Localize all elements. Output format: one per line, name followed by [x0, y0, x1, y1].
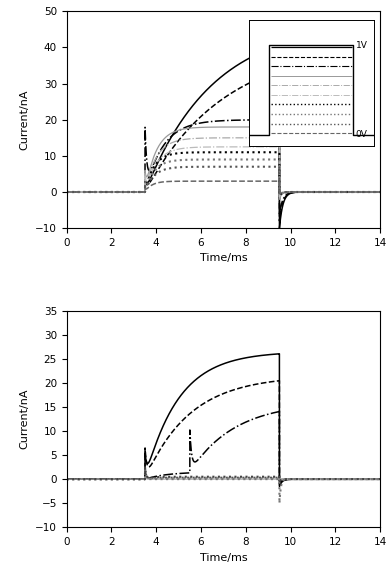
- X-axis label: Time/ms: Time/ms: [200, 253, 247, 264]
- X-axis label: Time/ms: Time/ms: [200, 553, 247, 562]
- Y-axis label: Current/nA: Current/nA: [20, 388, 29, 449]
- Y-axis label: Current/nA: Current/nA: [20, 90, 29, 150]
